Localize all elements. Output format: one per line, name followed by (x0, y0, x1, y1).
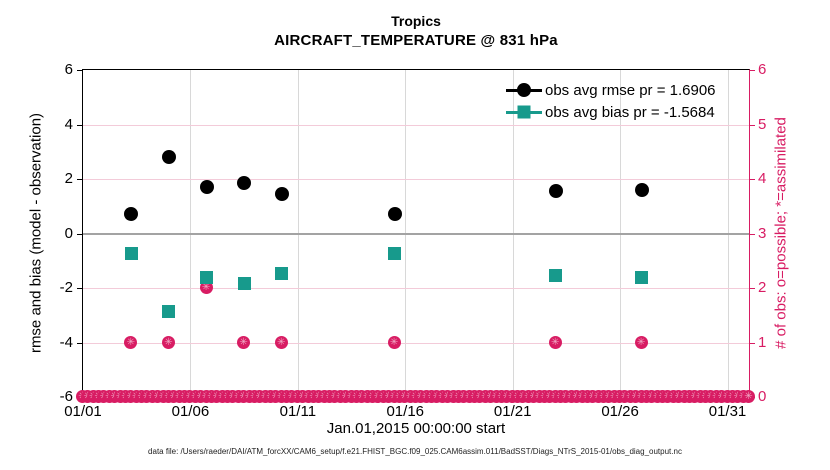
right-axis-tick-label: 4 (758, 170, 767, 187)
bias-marker (124, 247, 138, 261)
rmse-marker (274, 186, 289, 201)
right-axis-tick (749, 233, 755, 235)
legend-bias-square-icon (517, 105, 531, 119)
horizontal-gridline (83, 342, 749, 344)
bottom-axis-tick-label: 01/26 (601, 403, 639, 420)
obs-count-marker: ✳ (274, 335, 288, 349)
bias-marker (275, 266, 289, 280)
bias-marker (162, 304, 176, 318)
obs-count-marker: ✳ (548, 335, 562, 349)
zero-line (83, 232, 749, 235)
right-axis-tick-label: 6 (758, 61, 767, 78)
right-axis-tick-label: 0 (758, 388, 767, 405)
bottom-axis-tick-label: 01/11 (279, 403, 317, 420)
left-axis-tick (77, 124, 83, 126)
bottom-axis-tick-label: 01/21 (493, 403, 532, 420)
right-axis-tick (749, 288, 755, 289)
x-axis-label: Jan.01,2015 00:00:00 start (326, 420, 506, 437)
left-axis-tick-label: 0 (64, 224, 73, 242)
left-axis-tick (77, 288, 83, 289)
horizontal-gridline (83, 124, 749, 126)
horizontal-gridline (83, 179, 749, 180)
rmse-marker (199, 180, 214, 195)
obs-count-marker: ✳ (199, 281, 213, 294)
obs-count-marker: ✳ (237, 335, 251, 349)
right-axis-tick-label: 2 (758, 279, 767, 296)
chart-title: Tropics (391, 13, 441, 29)
bottom-axis-tick-label: 01/31 (708, 403, 747, 420)
left-axis-tick (77, 70, 83, 71)
right-axis-tick (749, 179, 755, 180)
legend-row-rmse: obs avg rmse pr = 1.6906 (506, 79, 716, 101)
left-axis-tick-label: -6 (59, 388, 73, 405)
right-axis-tick (749, 70, 755, 71)
bias-marker (200, 270, 214, 284)
right-axis-label: # of obs: o=possible; *=assimilated (772, 117, 790, 349)
obs-count-marker: ✳ (387, 335, 401, 349)
bottom-axis-tick-label: 01/16 (386, 403, 425, 420)
legend: obs avg rmse pr = 1.6906 obs avg bias pr… (506, 79, 716, 123)
bottom-axis-tick-label: 01/01 (64, 403, 102, 420)
left-axis-tick-label: -2 (59, 279, 73, 296)
left-axis-tick (77, 179, 83, 180)
rmse-marker (161, 150, 176, 165)
right-axis-tick (749, 342, 755, 344)
left-axis-tick (77, 342, 83, 344)
bottom-axis-tick-label: 01/06 (171, 403, 210, 420)
legend-rmse-sample (506, 83, 542, 97)
bias-marker (237, 277, 251, 291)
chart-subtitle: AIRCRAFT_TEMPERATURE @ 831 hPa (274, 32, 558, 49)
rmse-marker (548, 184, 563, 199)
bias-marker (388, 247, 402, 261)
data-file-path: data file: /Users/raeder/DAI/ATM_forcXX/… (148, 447, 682, 456)
rmse-marker (387, 207, 402, 222)
horizontal-gridline (83, 288, 749, 289)
right-axis-tick-label: 1 (758, 333, 767, 351)
obs-count-band-marker: ✳ (742, 390, 755, 403)
right-axis-tick-label: 3 (758, 224, 767, 242)
left-axis-tick-label: -4 (59, 333, 73, 351)
rmse-marker (237, 176, 252, 191)
legend-bias-sample (506, 105, 542, 119)
legend-row-bias: obs avg bias pr = -1.5684 (506, 101, 716, 123)
obs-count-marker: ✳ (634, 335, 648, 349)
bias-marker (635, 270, 649, 284)
left-axis-tick-label: 4 (64, 115, 73, 133)
rmse-marker (124, 207, 139, 222)
bias-marker (549, 269, 563, 283)
left-axis-tick (77, 233, 83, 235)
legend-bias-label: obs avg bias pr = -1.5684 (545, 103, 715, 121)
legend-rmse-circle-icon (517, 83, 531, 97)
left-axis-label: rmse and bias (model - observation) (27, 112, 45, 354)
left-axis-tick-label: 6 (64, 61, 73, 78)
left-axis-tick-label: 2 (64, 170, 73, 187)
right-axis-tick (749, 124, 755, 126)
legend-rmse-label: obs avg rmse pr = 1.6906 (545, 81, 716, 99)
rmse-marker (634, 182, 649, 197)
right-axis-tick-label: 5 (758, 115, 767, 133)
obs-count-marker: ✳ (124, 335, 138, 349)
obs-count-marker: ✳ (161, 335, 175, 349)
